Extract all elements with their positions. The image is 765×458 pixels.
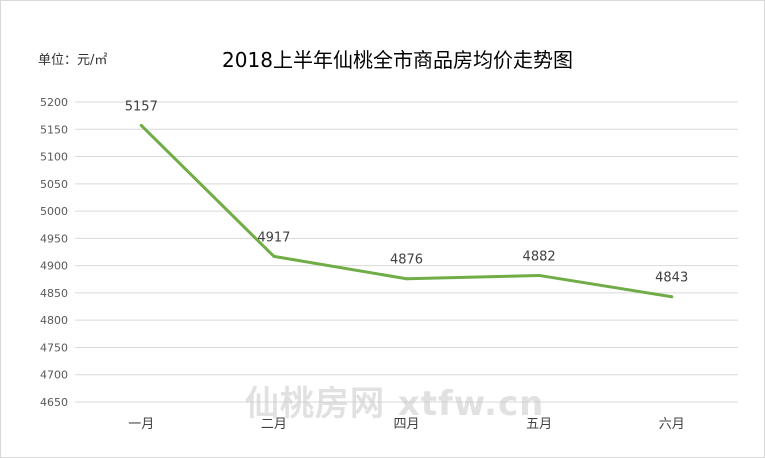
x-tick-label: 五月 [526, 417, 552, 432]
x-tick-label: 四月 [393, 417, 419, 432]
x-tick-label: 二月 [261, 417, 287, 432]
data-point [537, 273, 541, 277]
data-point [405, 277, 408, 281]
y-tick-label: 4800 [40, 314, 68, 327]
data-point [670, 295, 674, 299]
y-tick-label: 4650 [40, 396, 68, 409]
data-label: 4882 [523, 249, 556, 264]
y-tick-label: 5050 [40, 178, 68, 191]
y-tick-label: 4900 [40, 260, 68, 273]
y-tick-label: 4700 [40, 369, 68, 382]
data-point [272, 254, 276, 258]
data-label: 4843 [655, 271, 688, 286]
y-tick-label: 5000 [40, 205, 68, 218]
y-tick-label: 4850 [40, 287, 68, 300]
x-tick-label: 一月 [128, 417, 154, 432]
chart-title: 2018上半年仙桃全市商品房均价走势图 [222, 48, 573, 72]
y-tick-label: 5200 [40, 96, 68, 109]
y-tick-label: 4950 [40, 232, 68, 245]
data-point [139, 123, 143, 127]
data-label: 4917 [257, 230, 290, 245]
data-label: 4876 [390, 253, 423, 268]
y-tick-label: 5100 [40, 151, 68, 164]
x-tick-label: 六月 [659, 417, 685, 432]
data-label: 5157 [125, 99, 158, 114]
unit-label: 单位：元/㎡ [38, 53, 108, 68]
y-tick-label: 4750 [40, 341, 68, 354]
watermark: 仙桃房网 xtfw.cn [245, 384, 545, 424]
y-tick-label: 5150 [40, 123, 68, 136]
